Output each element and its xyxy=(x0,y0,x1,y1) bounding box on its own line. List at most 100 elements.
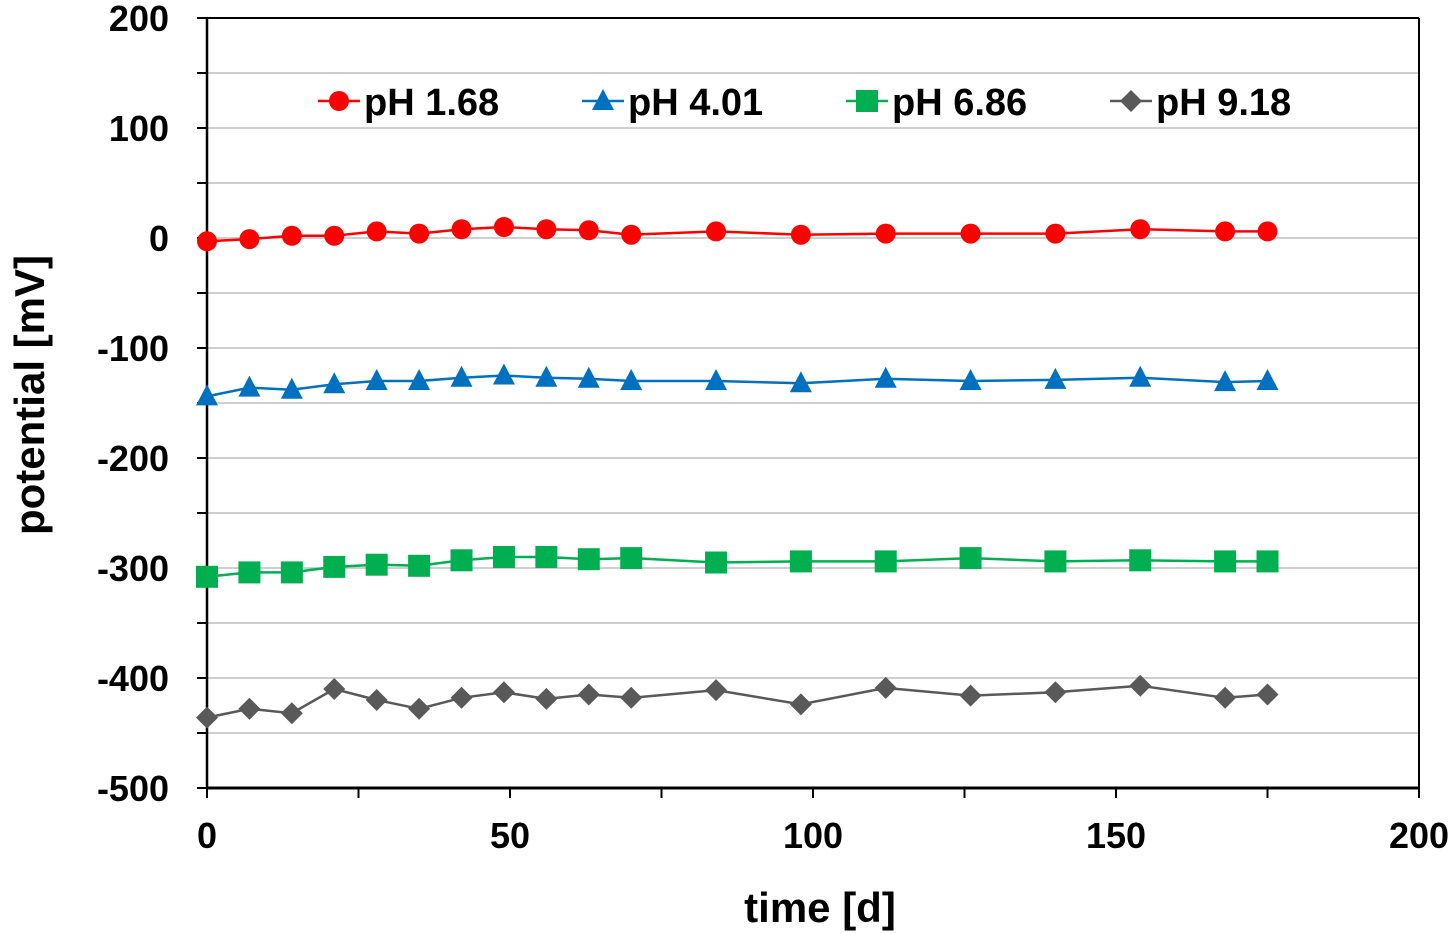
x-tick-label: 150 xyxy=(1086,815,1146,856)
data-point xyxy=(450,686,473,709)
data-point xyxy=(323,372,346,394)
y-tick-labels: 200 100 0 -100 -200 -300 -400 -500 xyxy=(97,0,169,809)
data-point xyxy=(197,231,217,252)
series-line xyxy=(206,684,1268,719)
data-point xyxy=(450,365,473,387)
data-point xyxy=(705,679,728,702)
data-point xyxy=(577,548,600,571)
x-tick-label: 50 xyxy=(490,815,530,856)
data-point xyxy=(706,221,727,242)
legend-marker-icon xyxy=(1120,90,1142,112)
data-point xyxy=(492,546,515,568)
data-point xyxy=(620,369,643,390)
data-point xyxy=(789,550,812,573)
data-point xyxy=(324,225,345,246)
axes xyxy=(197,17,1420,798)
data-point xyxy=(874,366,897,388)
data-point xyxy=(323,678,346,700)
data-point xyxy=(790,224,811,245)
legend-marker-icon xyxy=(329,91,349,111)
data-point xyxy=(280,702,303,725)
data-point xyxy=(620,686,643,709)
data-point xyxy=(620,547,643,570)
data-point xyxy=(323,555,346,578)
legend-label: pH 6.86 xyxy=(892,82,1027,124)
data-point xyxy=(1045,223,1066,244)
series-ph-9-18 xyxy=(196,674,1279,729)
series-ph-4-01 xyxy=(196,363,1279,406)
x-tick-label: 0 xyxy=(197,815,217,856)
legend-label: pH 4.01 xyxy=(628,82,763,124)
data-point xyxy=(365,689,388,711)
y-tick-label: 0 xyxy=(149,218,169,259)
y-axis-title: potential [mV] xyxy=(6,255,53,535)
legend-label: pH 1.68 xyxy=(364,82,499,124)
data-point xyxy=(959,369,982,390)
y-tick-label: -300 xyxy=(97,548,169,589)
legend-entry: pH 6.86 xyxy=(846,82,1027,124)
y-tick-label: -500 xyxy=(97,768,169,809)
series-ph-1-68 xyxy=(197,217,1278,252)
data-point xyxy=(365,553,388,576)
data-point xyxy=(578,220,599,241)
data-point xyxy=(789,693,812,716)
data-point xyxy=(1129,549,1152,572)
data-point xyxy=(1256,683,1279,706)
data-point xyxy=(1215,221,1236,242)
legend-entry: pH 1.68 xyxy=(318,82,499,124)
data-point xyxy=(238,561,261,584)
data-point xyxy=(577,683,600,706)
legend-entry: pH 4.01 xyxy=(582,82,763,124)
x-tick-label: 100 xyxy=(783,815,843,856)
y-tick-label: -400 xyxy=(97,658,169,699)
data-point xyxy=(451,219,472,240)
data-point xyxy=(1129,365,1152,387)
data-point xyxy=(280,377,303,399)
data-point xyxy=(492,681,515,704)
data-point xyxy=(874,676,897,699)
data-point xyxy=(1044,681,1067,704)
data-point xyxy=(408,697,431,720)
data-point xyxy=(535,365,558,387)
x-axis-title: time [d] xyxy=(744,884,896,931)
data-point xyxy=(535,687,558,710)
data-point xyxy=(959,684,982,707)
data-point xyxy=(408,554,431,577)
y-tick-label: -100 xyxy=(97,328,169,369)
data-point xyxy=(874,550,897,573)
series-ph-6-86 xyxy=(196,546,1279,588)
data-point xyxy=(1256,369,1279,390)
data-point xyxy=(705,551,728,574)
data-point xyxy=(1256,550,1279,573)
data-point xyxy=(450,549,473,572)
y-tick-label: 100 xyxy=(109,108,169,149)
data-point xyxy=(280,561,303,584)
data-point xyxy=(239,229,260,250)
data-point xyxy=(959,547,982,570)
data-point xyxy=(1044,550,1067,573)
data-point xyxy=(705,369,728,390)
data-point xyxy=(1214,686,1237,709)
data-point xyxy=(281,225,302,246)
legend: pH 1.68 pH 4.01 pH 6.86 pH 9.18 xyxy=(318,82,1291,124)
data-point xyxy=(1214,370,1237,392)
data-point xyxy=(789,371,812,393)
data-point xyxy=(238,697,261,720)
data-point xyxy=(409,223,430,244)
x-tick-label: 200 xyxy=(1389,815,1449,856)
data-point xyxy=(408,369,431,390)
data-point xyxy=(492,363,515,385)
legend-marker-icon xyxy=(592,89,614,110)
data-point xyxy=(366,221,387,242)
data-point xyxy=(196,565,218,588)
data-point xyxy=(238,375,261,397)
data-point xyxy=(1129,674,1152,697)
y-tick-label: -200 xyxy=(97,438,169,479)
series-line xyxy=(206,374,1268,398)
data-point xyxy=(535,546,558,568)
data-point xyxy=(536,219,557,240)
data-point xyxy=(1214,550,1237,573)
data-point xyxy=(365,369,388,390)
data-point xyxy=(1257,221,1278,242)
